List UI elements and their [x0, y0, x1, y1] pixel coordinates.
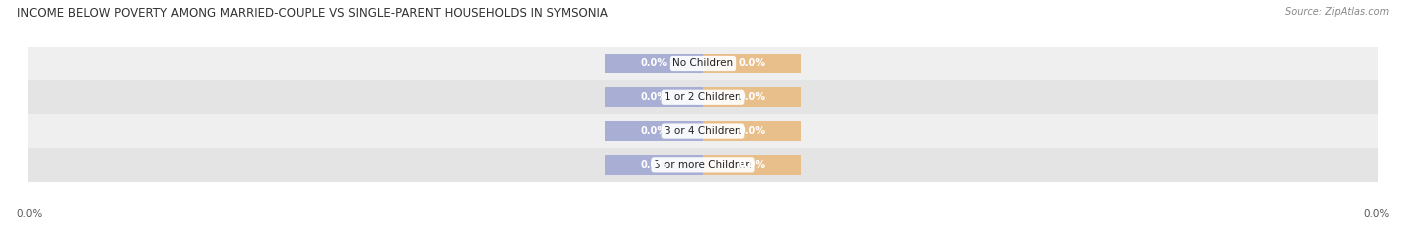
Text: 0.0%: 0.0% — [738, 58, 766, 69]
Text: 0.0%: 0.0% — [640, 92, 668, 102]
Text: 0.0%: 0.0% — [640, 58, 668, 69]
Text: 0.0%: 0.0% — [738, 126, 766, 136]
Bar — [703, 87, 801, 107]
Bar — [703, 121, 801, 141]
Text: Source: ZipAtlas.com: Source: ZipAtlas.com — [1285, 7, 1389, 17]
Bar — [28, 114, 1378, 148]
Text: 0.0%: 0.0% — [640, 160, 668, 170]
Bar — [28, 80, 1378, 114]
Text: 0.0%: 0.0% — [17, 209, 44, 219]
Bar — [28, 148, 1378, 182]
Bar — [605, 87, 703, 107]
Text: 0.0%: 0.0% — [640, 126, 668, 136]
Bar — [703, 54, 801, 73]
Bar — [605, 54, 703, 73]
Text: 1 or 2 Children: 1 or 2 Children — [664, 92, 742, 102]
Bar — [605, 121, 703, 141]
Bar — [605, 155, 703, 175]
Text: No Children: No Children — [672, 58, 734, 69]
Text: 0.0%: 0.0% — [1362, 209, 1389, 219]
Text: 3 or 4 Children: 3 or 4 Children — [664, 126, 742, 136]
Bar — [28, 47, 1378, 80]
Bar — [703, 155, 801, 175]
Text: INCOME BELOW POVERTY AMONG MARRIED-COUPLE VS SINGLE-PARENT HOUSEHOLDS IN SYMSONI: INCOME BELOW POVERTY AMONG MARRIED-COUPL… — [17, 7, 607, 20]
Text: 0.0%: 0.0% — [738, 92, 766, 102]
Text: 0.0%: 0.0% — [738, 160, 766, 170]
Text: 5 or more Children: 5 or more Children — [654, 160, 752, 170]
